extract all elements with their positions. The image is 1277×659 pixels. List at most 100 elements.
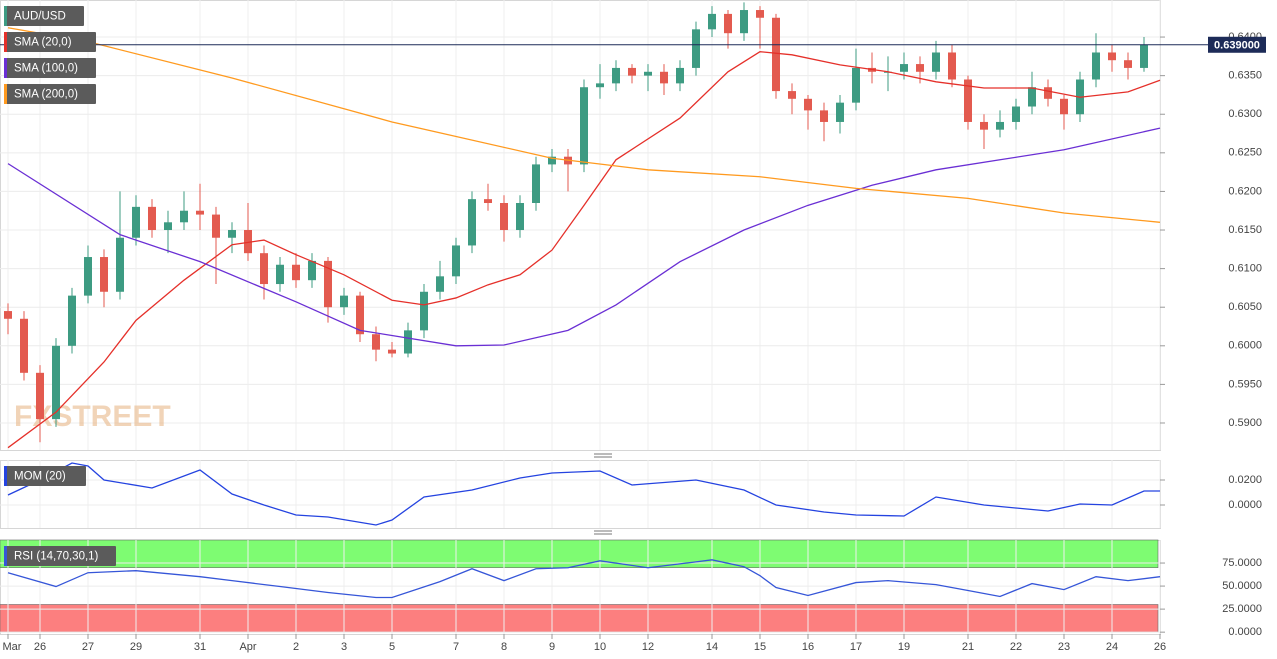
series-line: [7, 559, 1161, 599]
candle-body: [20, 318, 28, 373]
candle-body: [932, 52, 940, 72]
candle-body: [356, 295, 364, 335]
legend-label: AUD/USD: [14, 11, 66, 23]
x-tick-label: 24: [1106, 641, 1118, 653]
candle-body: [724, 13, 732, 34]
legend-item: SMA (100,0): [4, 58, 96, 78]
candle-body: [948, 52, 956, 80]
candle-body: [1044, 87, 1052, 99]
candle-body: [1092, 52, 1100, 80]
candle-body: [532, 164, 540, 204]
candle-body: [996, 121, 1004, 130]
candle-body: [228, 230, 236, 238]
candle-body: [548, 156, 556, 165]
candle-body: [276, 264, 284, 285]
x-tick-label: 14: [706, 641, 718, 653]
candle-body: [324, 260, 332, 308]
last-price-label: 0.639000: [1214, 40, 1260, 52]
candle-body: [628, 67, 636, 76]
candle-body: [1140, 44, 1148, 68]
last-price-box: [1208, 36, 1266, 53]
x-tick-label: 3: [341, 641, 347, 653]
candle-body: [596, 83, 604, 88]
legend-item: MOM (20): [4, 466, 86, 486]
x-tick-label: 19: [898, 641, 910, 653]
candle-body: [260, 253, 268, 285]
candle-body: [420, 291, 428, 331]
candle-body: [84, 257, 92, 296]
candle-body: [1124, 60, 1132, 68]
y-tick-label: 25.0000: [1222, 603, 1262, 615]
legend-box: [4, 32, 96, 52]
candle-body: [676, 67, 684, 84]
candle-body: [980, 121, 988, 130]
candle-body: [1012, 106, 1020, 122]
y-tick-label: 0.0000: [1228, 499, 1262, 511]
x-tick-label: 17: [850, 641, 862, 653]
candle-body: [852, 67, 860, 103]
legend-label: MOM (20): [14, 471, 66, 483]
series-line: [7, 27, 1161, 223]
candle-body: [196, 210, 204, 215]
legend-item: SMA (20,0): [4, 32, 96, 52]
candle-body: [820, 110, 828, 122]
y-tick-label: 75.0000: [1222, 557, 1262, 569]
candle-body: [1028, 87, 1036, 107]
legend-label: RSI (14,70,30,1): [14, 551, 99, 563]
candle-body: [116, 237, 124, 292]
candle-body: [436, 276, 444, 292]
series-line: [7, 462, 1160, 526]
x-tick-label: Apr: [239, 641, 256, 653]
y-tick-label: 0.5950: [1228, 378, 1262, 390]
y-tick-label: 0.6300: [1228, 108, 1262, 120]
x-tick-label: 16: [802, 641, 814, 653]
x-tick-label: 2: [293, 641, 299, 653]
candle-body: [484, 199, 492, 204]
candle-body: [52, 345, 60, 420]
candle-body: [164, 222, 172, 231]
x-tick-label: 8: [501, 641, 507, 653]
y-tick-label: 0.6250: [1228, 147, 1262, 159]
x-tick-label: 31: [194, 641, 206, 653]
legend-box: [4, 58, 96, 78]
x-tick-label: 27: [82, 641, 94, 653]
candle-body: [964, 79, 972, 122]
legend-swatch: [4, 466, 7, 486]
x-tick-label: 26: [34, 641, 46, 653]
candle-body: [756, 10, 764, 18]
legend-swatch: [4, 546, 7, 566]
x-tick-label: 15: [754, 641, 766, 653]
x-tick-label: 22: [1010, 641, 1022, 653]
candle-body: [516, 203, 524, 231]
candle-body: [916, 64, 924, 72]
candle-body: [100, 257, 108, 292]
legend-box: [4, 546, 116, 566]
panel-handle: [594, 453, 612, 535]
y-tick-label: 0.6050: [1228, 301, 1262, 313]
candle-body: [804, 98, 812, 111]
candle-body: [340, 295, 348, 308]
legend-box: [4, 6, 84, 26]
candle-body: [388, 349, 396, 354]
x-tick-label: 12: [642, 641, 654, 653]
candle-body: [292, 264, 300, 281]
candle-body: [772, 17, 780, 92]
y-tick-label: 0.0200: [1228, 474, 1262, 486]
x-tick-label: 7: [453, 641, 459, 653]
x-tick-label: 23: [1058, 641, 1070, 653]
legend-item: RSI (14,70,30,1): [4, 546, 116, 566]
candle-body: [68, 295, 76, 346]
x-tick-label: 5: [389, 641, 395, 653]
candle-body: [836, 102, 844, 122]
candle-body: [644, 71, 652, 76]
x-tick-label: 10: [594, 641, 606, 653]
candle-body: [36, 372, 44, 420]
legend-swatch: [4, 6, 7, 26]
y-tick-label: 50.0000: [1222, 580, 1262, 592]
y-tick-label: 0.5900: [1228, 417, 1262, 429]
candle-body: [4, 311, 12, 319]
x-tick-label: Mar: [3, 641, 22, 653]
candle-body: [612, 67, 620, 84]
legend-label: SMA (100,0): [14, 63, 78, 75]
